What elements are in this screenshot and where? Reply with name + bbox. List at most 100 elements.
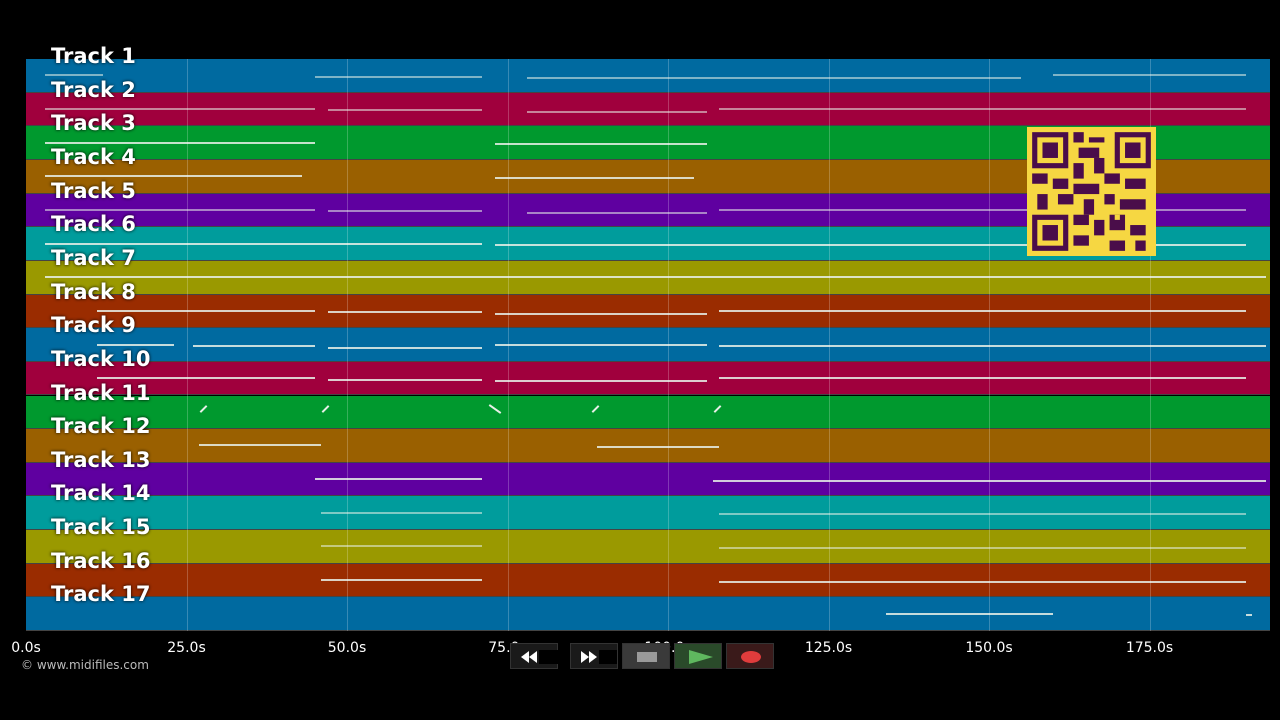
gridline: [1149, 59, 1151, 631]
note-segment: [712, 479, 1266, 482]
note-segment: [45, 242, 482, 245]
note-segment: [327, 210, 482, 213]
note-segment: [45, 74, 104, 77]
track-label: Track 2: [51, 77, 136, 102]
play-icon: [689, 650, 713, 664]
track-label: Track 7: [51, 245, 136, 270]
track-label: Track 1: [51, 44, 136, 68]
rewind-button[interactable]: [510, 643, 559, 669]
note-segment: [1245, 614, 1253, 617]
fast-forward-button[interactable]: [570, 643, 618, 669]
note-segment: [597, 445, 720, 448]
note-segment: [494, 343, 707, 346]
note-segment: [327, 109, 482, 112]
track-label: Track 16: [51, 548, 151, 573]
note-segment: [45, 276, 1266, 279]
note-segment: [494, 143, 707, 146]
track-lane: [26, 395, 1270, 430]
track-lane: [26, 496, 1270, 531]
track-label: Track 12: [51, 414, 151, 439]
note-segment: [314, 478, 482, 481]
note-segment: [314, 75, 482, 78]
note-segment: [719, 107, 1246, 110]
note-segment: [45, 175, 303, 178]
qr-code-image: [1027, 127, 1156, 256]
track-label: Track 4: [51, 144, 136, 169]
gridline: [828, 59, 830, 631]
note-segment: [719, 546, 1246, 549]
track-lane: [26, 429, 1270, 463]
gridline: [989, 59, 990, 631]
track-label: Track 6: [51, 212, 136, 237]
note-segment: [719, 513, 1246, 516]
track-lane: [26, 92, 1270, 127]
gridline: [186, 59, 188, 631]
note-segment: [321, 579, 482, 582]
tick-label: 125.0s: [804, 640, 853, 656]
track-label: Track 13: [51, 447, 151, 472]
note-mark: [321, 404, 330, 413]
note-segment: [199, 444, 322, 447]
track-label: Track 8: [51, 279, 136, 304]
gridline: [347, 59, 348, 631]
note-segment: [1053, 74, 1246, 77]
note-segment: [327, 346, 482, 349]
note-segment: [526, 110, 707, 113]
tick-label: 175.0s: [1125, 640, 1174, 656]
note-segment: [719, 580, 1246, 583]
record-button[interactable]: [726, 643, 774, 669]
copyright-text: © www.midifiles.com: [21, 658, 149, 672]
note-mark: [488, 403, 502, 414]
note-segment: [526, 77, 1022, 80]
track-label: Track 15: [51, 515, 151, 540]
note-segment: [96, 309, 315, 312]
track-label: Track 17: [51, 582, 151, 607]
note-segment: [719, 309, 1246, 312]
note-segment: [886, 612, 1054, 615]
track-lane: [26, 260, 1270, 295]
stop-button[interactable]: [622, 643, 670, 669]
gridline: [668, 59, 669, 631]
track-lane: [26, 530, 1270, 564]
note-segment: [494, 380, 707, 383]
track-label: Track 3: [51, 111, 136, 136]
track-lane: [26, 328, 1270, 362]
note-segment: [494, 244, 1246, 247]
play-button[interactable]: [674, 643, 722, 669]
track-lane: [26, 462, 1270, 497]
track-lane: [26, 563, 1270, 598]
note-segment: [96, 343, 174, 346]
track-lane: [26, 294, 1270, 329]
track-label: Track 11: [51, 380, 151, 405]
note-mark: [713, 404, 722, 413]
note-segment: [96, 377, 315, 380]
note-segment: [494, 176, 694, 179]
note-segment: [45, 107, 315, 110]
note-segment: [45, 141, 315, 144]
track-label: Track 10: [51, 346, 151, 371]
stop-icon: [637, 652, 657, 662]
note-segment: [321, 545, 482, 548]
track-label: Track 14: [51, 481, 151, 506]
qr-code: [1027, 127, 1156, 256]
tick-label: 0.0s: [11, 640, 41, 656]
note-segment: [719, 345, 1266, 347]
track-lane: [26, 361, 1270, 396]
note-segment: [494, 312, 707, 315]
track-label: Track 5: [51, 178, 136, 203]
tick-label: 150.0s: [965, 640, 1013, 656]
note-segment: [327, 311, 482, 314]
gridline: [507, 59, 509, 631]
track-lane: [26, 597, 1270, 632]
record-icon: [741, 651, 761, 663]
note-segment: [45, 208, 315, 211]
tick-label: 25.0s: [167, 640, 206, 656]
track-lane: [26, 59, 1270, 93]
note-segment: [719, 377, 1246, 380]
track-label: Track 9: [51, 313, 136, 338]
rewind-icon: [521, 650, 559, 664]
fast-forward-icon: [581, 650, 617, 664]
note-segment: [321, 511, 482, 514]
note-mark: [199, 404, 208, 413]
note-mark: [591, 404, 600, 413]
